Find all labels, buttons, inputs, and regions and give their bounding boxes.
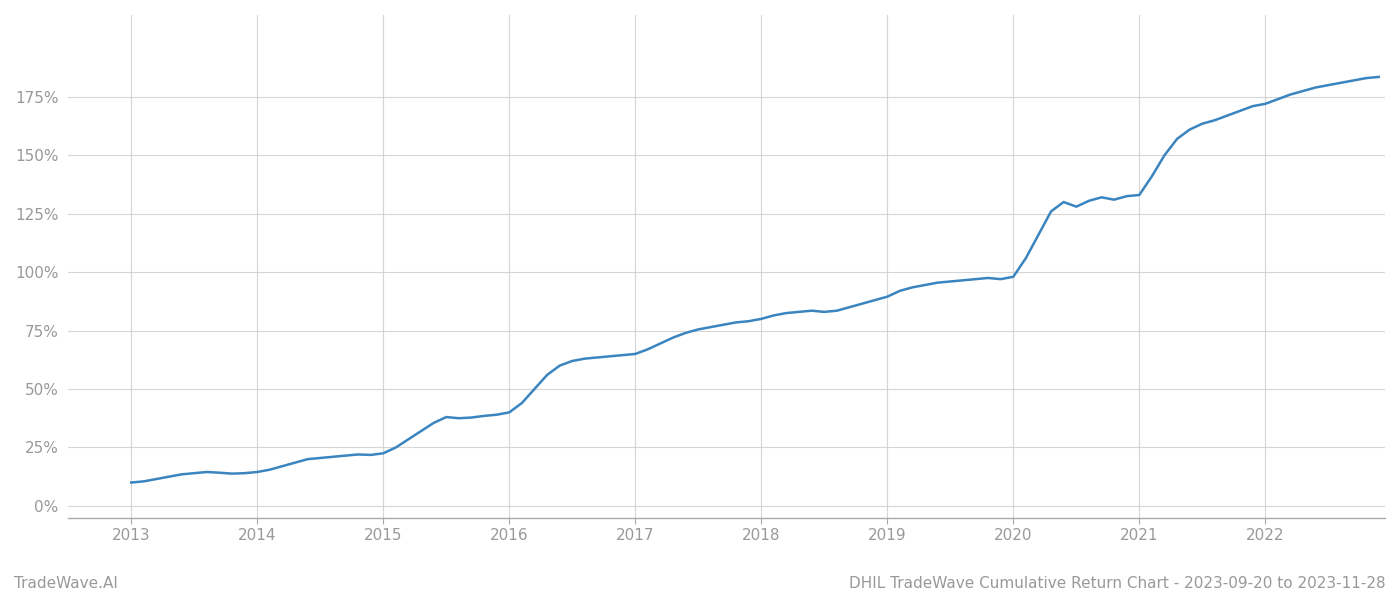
Text: TradeWave.AI: TradeWave.AI: [14, 576, 118, 591]
Text: DHIL TradeWave Cumulative Return Chart - 2023-09-20 to 2023-11-28: DHIL TradeWave Cumulative Return Chart -…: [850, 576, 1386, 591]
